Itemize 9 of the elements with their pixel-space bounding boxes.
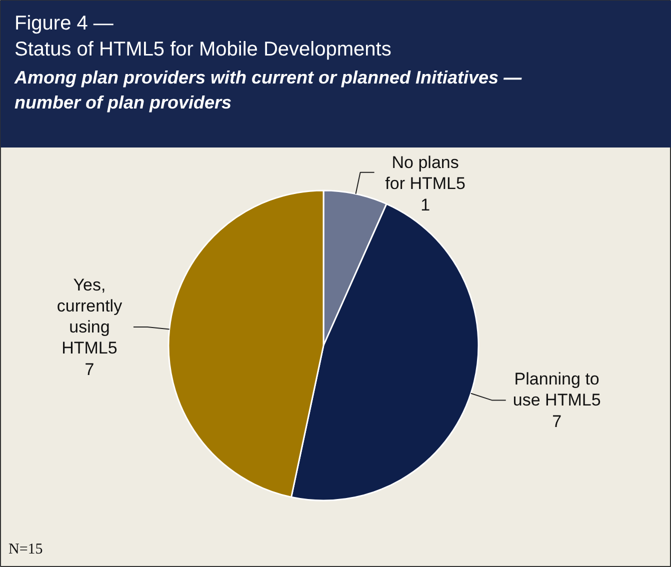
slice-label: Yes, currently using HTML5 xyxy=(56,276,123,358)
data-label: 7 xyxy=(552,412,562,432)
data-label: 7 xyxy=(84,360,94,379)
text: N=15 xyxy=(8,542,43,558)
chart-title: Figure 4 — Status of HTML5 for Mobile Developments xyxy=(14,12,392,60)
slice-label: No plans for HTML5 xyxy=(385,153,466,193)
chart-subtitle: Among plan providers with current or planned Initiatives — number of plan providers xyxy=(14,68,523,112)
data-label: 1 xyxy=(420,196,430,214)
slice-label: Planning to use HTML5 xyxy=(512,370,601,410)
